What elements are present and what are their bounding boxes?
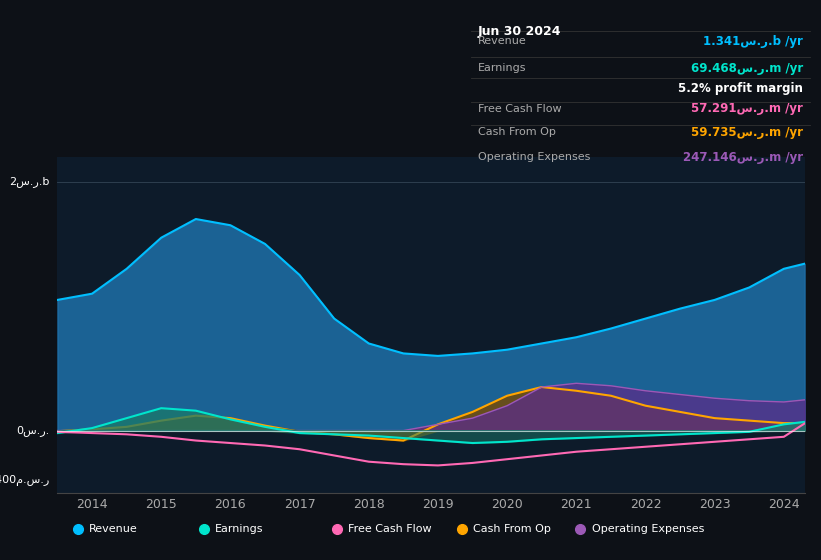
Text: Revenue: Revenue — [478, 36, 527, 46]
Text: 5.2% profit margin: 5.2% profit margin — [678, 82, 803, 95]
Text: Earnings: Earnings — [215, 524, 264, 534]
Text: Operating Expenses: Operating Expenses — [591, 524, 704, 534]
Text: 57.291س.ر.m /yr: 57.291س.ر.m /yr — [691, 102, 803, 115]
Text: Free Cash Flow: Free Cash Flow — [348, 524, 431, 534]
Text: Cash From Op: Cash From Op — [473, 524, 551, 534]
Text: 0س.ر.: 0س.ر. — [16, 425, 50, 436]
Text: Operating Expenses: Operating Expenses — [478, 152, 590, 162]
Text: Cash From Op: Cash From Op — [478, 127, 556, 137]
Text: Free Cash Flow: Free Cash Flow — [478, 104, 562, 114]
Text: Earnings: Earnings — [478, 63, 526, 73]
Text: 69.468س.ر.m /yr: 69.468س.ر.m /yr — [690, 62, 803, 75]
Text: 247.146س.ر.m /yr: 247.146س.ر.m /yr — [682, 151, 803, 164]
Text: Jun 30 2024: Jun 30 2024 — [478, 25, 562, 38]
Text: 59.735س.ر.m /yr: 59.735س.ر.m /yr — [690, 125, 803, 139]
Text: 2س.ر.b: 2س.ر.b — [10, 176, 50, 187]
Text: -400م.س.ر: -400م.س.ر — [0, 475, 50, 486]
Text: Revenue: Revenue — [89, 524, 138, 534]
Text: 1.341س.ر.b /yr: 1.341س.ر.b /yr — [703, 35, 803, 48]
